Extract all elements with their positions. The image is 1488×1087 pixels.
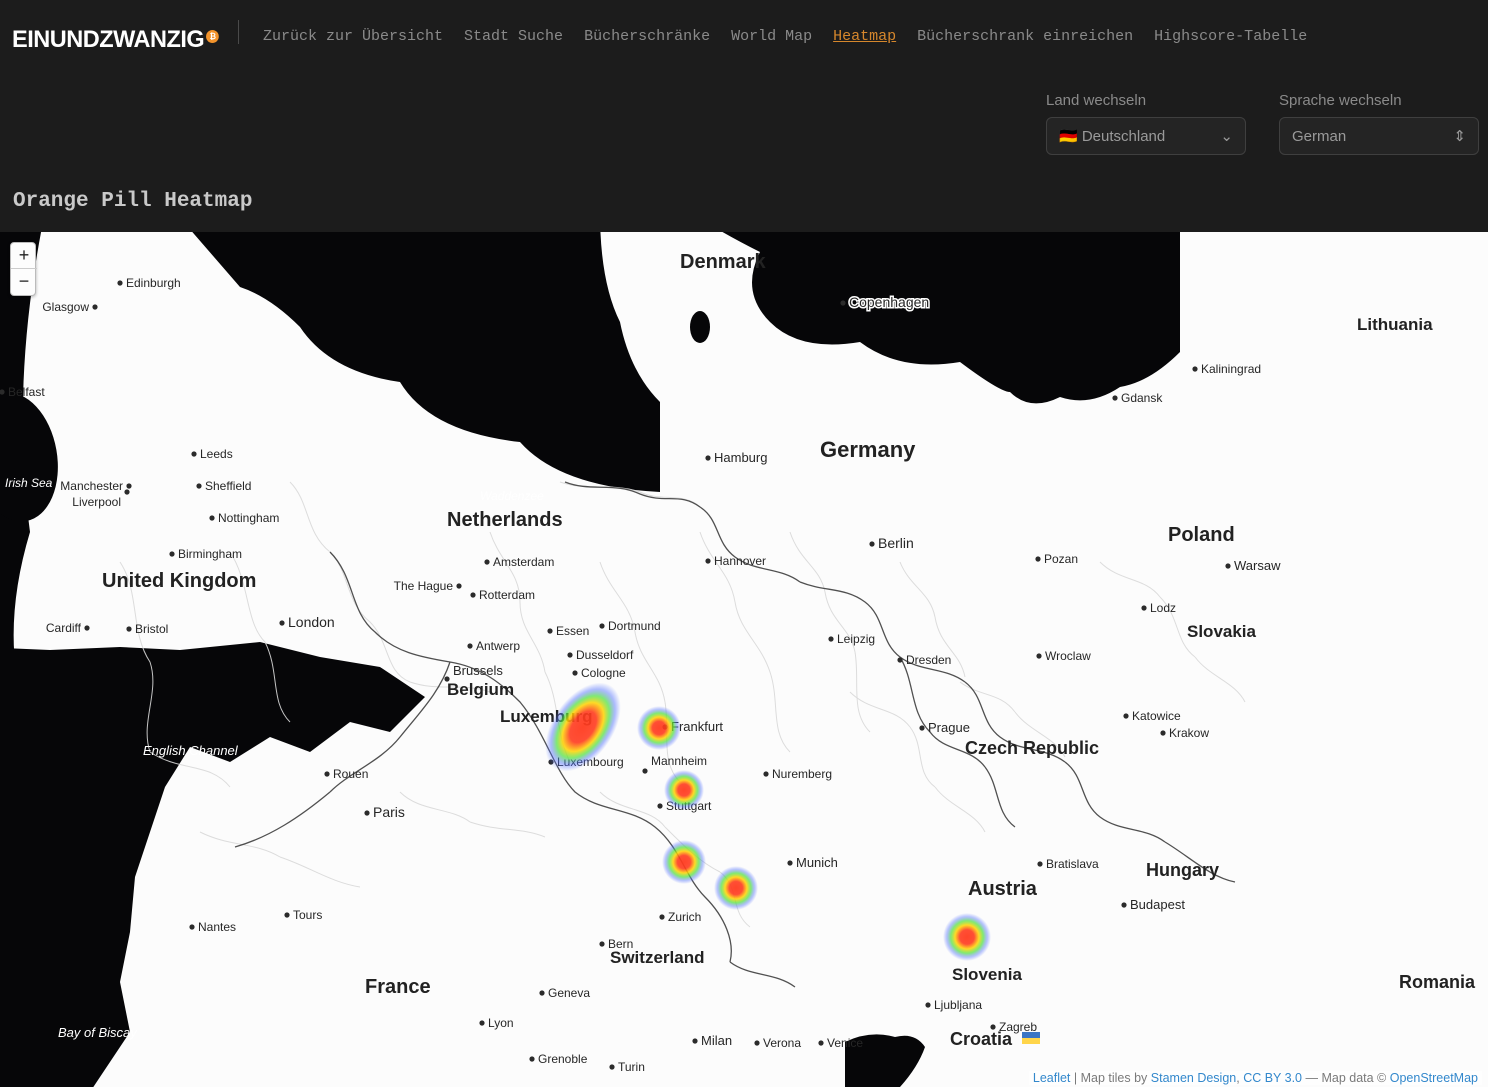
svg-text:Denmark: Denmark <box>680 251 766 273</box>
svg-text:Irish Sea: Irish Sea <box>5 476 53 490</box>
svg-text:Sheffield: Sheffield <box>205 479 251 493</box>
svg-text:Hungary: Hungary <box>1146 860 1219 880</box>
svg-text:Kaliningrad: Kaliningrad <box>1201 362 1261 376</box>
svg-text:Liverpool: Liverpool <box>72 495 121 509</box>
svg-text:Bratislava: Bratislava <box>1046 857 1099 871</box>
svg-text:Cologne: Cologne <box>581 666 626 680</box>
svg-text:Germany: Germany <box>820 437 916 462</box>
svg-text:Manchester: Manchester <box>60 479 123 493</box>
svg-text:Bay of Biscay: Bay of Biscay <box>58 1025 138 1040</box>
svg-text:English Channel: English Channel <box>143 743 239 758</box>
svg-text:Leeds: Leeds <box>200 447 233 461</box>
svg-text:Croatia: Croatia <box>950 1029 1013 1049</box>
svg-text:Katowice: Katowice <box>1132 709 1181 723</box>
svg-text:Nottingham: Nottingham <box>218 511 279 525</box>
svg-text:Venice: Venice <box>827 1036 863 1050</box>
svg-text:Switzerland: Switzerland <box>610 948 704 967</box>
svg-text:Belfast: Belfast <box>8 385 45 399</box>
svg-text:Grenoble: Grenoble <box>538 1052 588 1066</box>
svg-text:Mannheim: Mannheim <box>651 754 707 768</box>
svg-text:Dusseldorf: Dusseldorf <box>576 648 634 662</box>
svg-text:Wroclaw: Wroclaw <box>1045 649 1091 663</box>
svg-text:Czech Republic: Czech Republic <box>965 738 1099 758</box>
svg-text:Waddenzee: Waddenzee <box>480 489 544 503</box>
svg-text:Copenhagen: Copenhagen <box>849 294 929 310</box>
svg-text:Netherlands: Netherlands <box>447 509 563 531</box>
svg-text:Gdansk: Gdansk <box>1121 391 1163 405</box>
svg-text:Nantes: Nantes <box>198 920 236 934</box>
svg-text:Hamburg: Hamburg <box>714 450 767 465</box>
svg-text:Paris: Paris <box>373 804 405 820</box>
svg-text:Essen: Essen <box>556 624 589 638</box>
svg-text:Lithuania: Lithuania <box>1357 315 1433 334</box>
svg-text:Dortmund: Dortmund <box>608 619 661 633</box>
svg-text:Dresden: Dresden <box>906 653 951 667</box>
svg-text:Edinburgh: Edinburgh <box>126 276 181 290</box>
svg-text:Tours: Tours <box>293 908 322 922</box>
svg-text:Slovenia: Slovenia <box>952 965 1022 984</box>
svg-text:Rotterdam: Rotterdam <box>479 588 535 602</box>
svg-text:Poland: Poland <box>1168 524 1235 546</box>
svg-text:Amsterdam: Amsterdam <box>493 555 554 569</box>
svg-text:Romania: Romania <box>1399 972 1476 992</box>
svg-text:Birmingham: Birmingham <box>178 547 242 561</box>
svg-text:Cardiff: Cardiff <box>46 621 82 635</box>
svg-text:Antwerp: Antwerp <box>476 639 520 653</box>
svg-text:Prague: Prague <box>928 720 970 735</box>
svg-text:Berlin: Berlin <box>878 535 914 551</box>
svg-text:Verona: Verona <box>763 1036 801 1050</box>
svg-text:Belgium: Belgium <box>447 680 514 699</box>
svg-text:Nuremberg: Nuremberg <box>772 767 832 781</box>
svg-text:Zurich: Zurich <box>668 910 701 924</box>
svg-text:London: London <box>288 614 335 630</box>
svg-text:Lodz: Lodz <box>1150 601 1176 615</box>
svg-text:The Hague: The Hague <box>394 579 454 593</box>
svg-text:France: France <box>365 976 431 998</box>
svg-text:Geneva: Geneva <box>548 986 590 1000</box>
svg-text:Rouen: Rouen <box>333 767 368 781</box>
svg-text:United Kingdom: United Kingdom <box>102 570 256 592</box>
svg-text:Ljubljana: Ljubljana <box>934 998 982 1012</box>
svg-text:Hannover: Hannover <box>714 554 766 568</box>
svg-text:Brussels: Brussels <box>453 663 503 678</box>
svg-text:Turin: Turin <box>618 1060 645 1074</box>
svg-text:Leipzig: Leipzig <box>837 632 875 646</box>
svg-text:Munich: Munich <box>796 855 838 870</box>
svg-text:Pozan: Pozan <box>1044 552 1078 566</box>
svg-text:Lyon: Lyon <box>488 1016 514 1030</box>
svg-text:Austria: Austria <box>968 878 1038 900</box>
svg-text:Bristol: Bristol <box>135 622 168 636</box>
svg-text:Budapest: Budapest <box>1130 897 1185 912</box>
svg-text:Milan: Milan <box>701 1033 732 1048</box>
svg-text:Glasgow: Glasgow <box>42 300 89 314</box>
svg-text:Krakow: Krakow <box>1169 726 1209 740</box>
svg-text:Warsaw: Warsaw <box>1234 558 1281 573</box>
svg-text:Slovakia: Slovakia <box>1187 622 1257 641</box>
